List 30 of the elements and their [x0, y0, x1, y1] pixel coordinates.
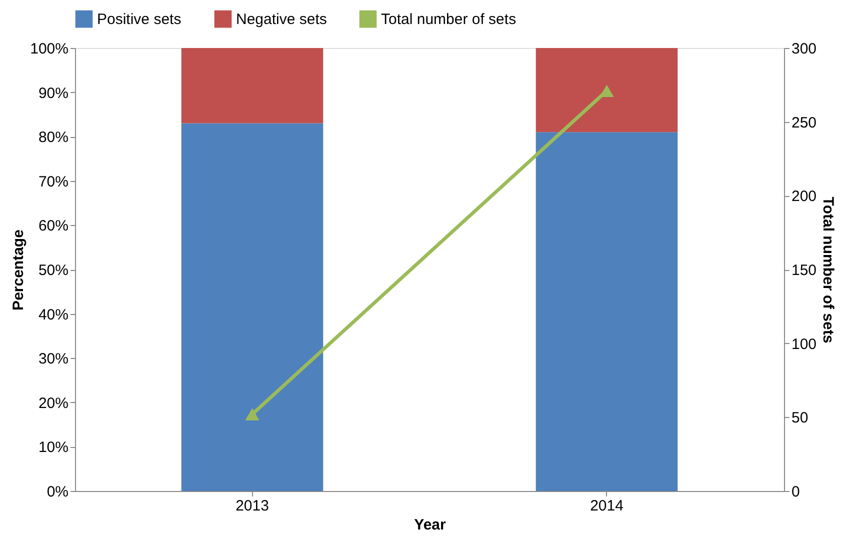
y-tick-label: 0% — [46, 484, 68, 500]
x-axis-title: Year — [414, 516, 446, 534]
y-tick-label: 50% — [38, 262, 68, 279]
y2-tick-label: 0 — [792, 484, 800, 500]
y2-tick-label: 150 — [792, 262, 817, 279]
y-tick-label: 20% — [38, 394, 68, 412]
x-tick-label: 2013 — [236, 498, 269, 514]
y2-tick-label: 100 — [792, 336, 817, 353]
y-tick-label: 60% — [38, 218, 68, 235]
y2-tick-label: 300 — [792, 40, 817, 58]
x-tick-label: 2014 — [590, 498, 624, 514]
legend-label: Total number of sets — [381, 11, 516, 28]
y2-tick-label: 250 — [792, 114, 817, 132]
y-tick-label: 90% — [38, 84, 68, 102]
y-tick-label: 10% — [38, 439, 68, 456]
bar — [181, 48, 324, 124]
y-tick-label: 70% — [38, 173, 68, 190]
y-tick-label: 80% — [38, 129, 68, 146]
y2-tick-label: 200 — [792, 188, 817, 206]
y2-axis-title: Total number of sets — [820, 196, 837, 344]
y-axis-title: Percentage — [10, 230, 28, 310]
bar — [181, 123, 324, 491]
bar — [536, 132, 678, 491]
y-tick-label: 40% — [38, 306, 68, 324]
legend-label: Positive sets — [97, 11, 182, 28]
legend-label: Negative sets — [236, 11, 327, 28]
bar — [536, 48, 678, 132]
y2-tick-label: 50 — [792, 410, 808, 427]
y-tick-label: 100% — [30, 40, 68, 58]
y-tick-label: 30% — [38, 350, 68, 368]
